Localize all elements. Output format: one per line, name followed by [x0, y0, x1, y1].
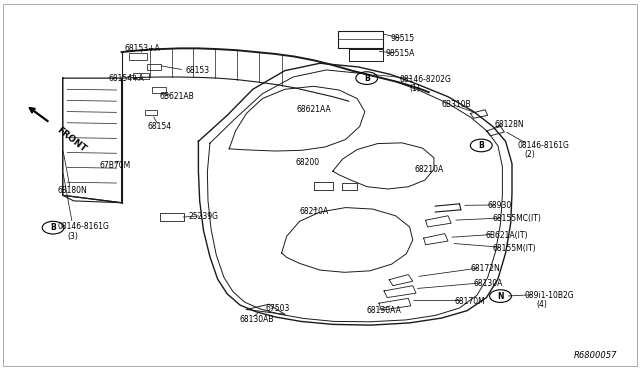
Bar: [133, 73, 148, 79]
Bar: [129, 53, 147, 60]
Text: (3): (3): [67, 232, 78, 241]
Text: 68180N: 68180N: [58, 186, 87, 195]
Text: B: B: [51, 223, 56, 232]
Text: 67B70M: 67B70M: [99, 161, 131, 170]
Text: 68128N: 68128N: [495, 120, 524, 129]
Bar: [152, 87, 166, 93]
Text: 6B621A(IT): 6B621A(IT): [485, 231, 527, 240]
Text: FRONT: FRONT: [55, 126, 88, 154]
Text: 6B621AB: 6B621AB: [160, 92, 195, 101]
Text: 68130AB: 68130AB: [240, 315, 275, 324]
Text: 08146-8161G: 08146-8161G: [517, 141, 569, 150]
Text: R6800057: R6800057: [574, 351, 618, 360]
Text: 08146-8202G: 08146-8202G: [400, 75, 452, 84]
Text: 68172N: 68172N: [470, 264, 500, 273]
Bar: [145, 110, 157, 115]
Text: 68154: 68154: [147, 122, 172, 131]
Text: 089i1-10B2G: 089i1-10B2G: [525, 291, 575, 300]
Text: (2): (2): [525, 150, 536, 158]
Text: 68210A: 68210A: [300, 207, 329, 216]
Text: N: N: [497, 292, 504, 301]
Text: 68155MC(IT): 68155MC(IT): [493, 214, 541, 223]
Text: 68155M(IT): 68155M(IT): [493, 244, 536, 253]
Text: 68930: 68930: [488, 201, 512, 210]
Text: 68130A: 68130A: [474, 279, 503, 288]
Text: 68153: 68153: [186, 66, 210, 75]
Text: 68621AA: 68621AA: [296, 105, 331, 114]
Text: B: B: [364, 74, 369, 83]
Text: 08146-8161G: 08146-8161G: [58, 222, 109, 231]
Bar: [147, 64, 161, 70]
Text: 68170M: 68170M: [454, 297, 485, 306]
Text: 68130AA: 68130AA: [366, 307, 401, 315]
Text: 68153+A: 68153+A: [125, 44, 161, 53]
Text: 67503: 67503: [266, 304, 290, 312]
Text: 68154+A: 68154+A: [109, 74, 145, 83]
Text: (1): (1): [410, 84, 420, 93]
Text: 25239G: 25239G: [189, 212, 219, 221]
Text: 68210A: 68210A: [415, 165, 444, 174]
Text: 98515: 98515: [390, 34, 415, 43]
Text: B: B: [479, 141, 484, 150]
Bar: [160, 213, 184, 221]
Text: (4): (4): [536, 300, 547, 309]
Text: 98515A: 98515A: [386, 49, 415, 58]
Text: 68200: 68200: [296, 158, 320, 167]
Text: 6B310B: 6B310B: [442, 100, 471, 109]
